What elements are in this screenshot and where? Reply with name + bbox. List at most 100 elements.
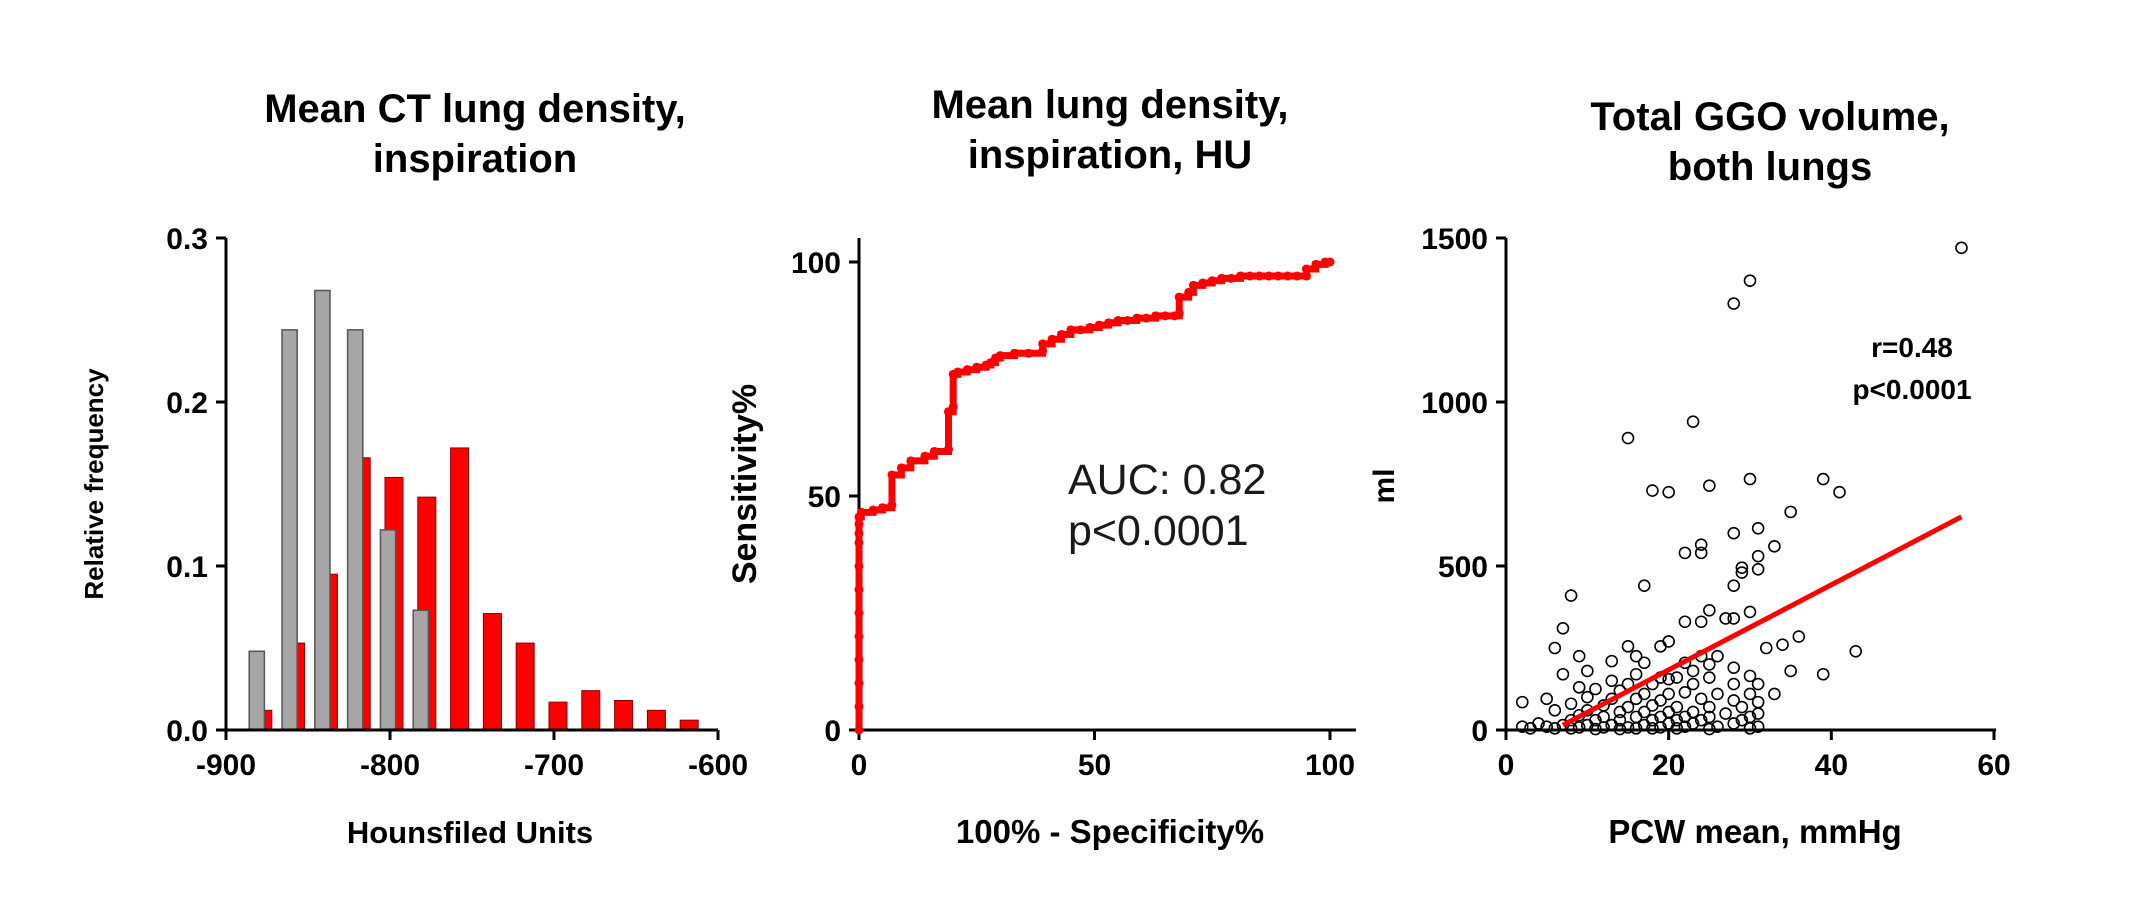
scatter-point xyxy=(1515,720,1529,734)
histogram-x-ticks: -900 -800 -700 -600 xyxy=(196,730,748,782)
histogram-y-tick-label: 0.0 xyxy=(166,715,208,748)
scatter-point xyxy=(1694,615,1708,629)
scatter-point xyxy=(1678,710,1692,724)
scatter-point xyxy=(1751,720,1765,734)
roc-point xyxy=(1094,320,1104,330)
histogram-bar-red xyxy=(646,709,666,731)
roc-point xyxy=(854,538,864,548)
histogram-x-tick-label: -900 xyxy=(196,749,256,782)
scatter-point xyxy=(1686,415,1700,428)
roc-point xyxy=(854,678,864,688)
scatter-point xyxy=(1646,722,1659,735)
roc-point xyxy=(995,351,1005,361)
scatter-point xyxy=(1621,640,1635,653)
scatter-points xyxy=(1515,241,1968,736)
scatter-point xyxy=(1678,720,1692,734)
scatter-x-ticks: 0 20 40 60 xyxy=(1498,730,2011,782)
roc-point xyxy=(1245,271,1255,281)
roc-point xyxy=(1264,271,1274,281)
scatter-point xyxy=(1694,546,1708,560)
scatter-point xyxy=(1670,700,1684,714)
roc-point xyxy=(1174,292,1184,302)
scatter-point xyxy=(1703,700,1716,714)
scatter-point xyxy=(1703,710,1716,724)
roc-point xyxy=(1207,276,1217,286)
scatter-point xyxy=(1735,561,1749,574)
scatter-point xyxy=(1743,605,1757,619)
scatter-point xyxy=(1727,717,1741,730)
histogram-bar-red xyxy=(581,690,601,731)
scatter-point xyxy=(1849,644,1863,658)
histogram-bar-gray xyxy=(248,650,266,731)
scatter-point xyxy=(1589,682,1602,696)
scatter-point xyxy=(1792,630,1806,643)
scatter-point xyxy=(1637,656,1651,670)
roc-point xyxy=(1009,348,1019,358)
roc-point xyxy=(1301,264,1311,274)
roc-point xyxy=(1075,325,1085,335)
histogram-y-ticks: 0.0 0.1 0.2 0.3 xyxy=(166,223,226,748)
roc-point xyxy=(1325,257,1335,267)
scatter-point xyxy=(1727,677,1741,691)
scatter-point xyxy=(1629,649,1643,663)
scatter-title-line-1: Total GGO volume, xyxy=(1590,95,1949,139)
roc-point xyxy=(1273,271,1283,281)
scatter-point xyxy=(1629,692,1643,706)
roc-point xyxy=(1174,308,1184,318)
scatter-point xyxy=(1955,241,1968,255)
roc-point xyxy=(929,447,939,457)
scatter-point xyxy=(1768,687,1781,701)
scatter-point xyxy=(1751,677,1765,691)
roc-y-axis-label: Sensitivity% xyxy=(726,384,764,584)
scatter-point xyxy=(1751,695,1765,709)
roc-point xyxy=(1301,271,1311,281)
scatter-point xyxy=(1637,718,1651,732)
regression-line xyxy=(1561,514,1963,728)
scatter-point xyxy=(1719,612,1732,625)
roc-point xyxy=(1085,323,1095,333)
scatter-point xyxy=(1654,694,1667,707)
scatter-title-line-2: both lungs xyxy=(1668,145,1872,189)
histogram-y-tick-label: 0.1 xyxy=(166,551,208,584)
histogram-bar-gray xyxy=(314,289,331,731)
scatter-point xyxy=(1540,720,1553,734)
roc-x-ticks: 0 50 100 xyxy=(851,730,1355,782)
scatter-y-tick-label: 500 xyxy=(1438,551,1488,584)
scatter-point xyxy=(1703,722,1716,736)
scatter-point xyxy=(1654,721,1667,734)
scatter-point xyxy=(1686,717,1700,730)
roc-point xyxy=(896,463,906,473)
scatter-y-tick-label: 1000 xyxy=(1421,387,1488,420)
scatter-y-ticks: 0 500 1000 1500 xyxy=(1421,223,1506,748)
roc-point xyxy=(1122,316,1132,325)
roc-point xyxy=(943,444,953,454)
scatter-point xyxy=(1727,661,1741,674)
roc-point xyxy=(1217,273,1227,283)
scatter-point xyxy=(1581,664,1594,678)
histogram-y-axis-label: Relative frequency xyxy=(79,368,109,600)
scatter-point xyxy=(1727,579,1741,592)
scatter-point xyxy=(1654,640,1667,653)
scatter-point xyxy=(1711,649,1724,663)
scatter-point xyxy=(1662,485,1675,499)
scatter-point xyxy=(1816,472,1830,486)
roc-point xyxy=(887,500,897,510)
histogram-y-tick-label: 0.2 xyxy=(166,387,208,420)
scatter-point xyxy=(1727,526,1741,540)
scatter-point xyxy=(1670,713,1684,727)
scatter-x-tick-label: 0 xyxy=(1498,749,1515,782)
scatter-point xyxy=(1784,505,1797,519)
histogram-bar-gray xyxy=(281,329,298,731)
scatter-point xyxy=(1572,649,1586,663)
scatter-x-tick-label: 20 xyxy=(1652,749,1685,782)
scatter-y-axis-label: ml xyxy=(1368,468,1401,503)
roc-point xyxy=(868,505,878,515)
scatter-point xyxy=(1727,694,1741,707)
roc-point xyxy=(948,402,958,412)
scatter-point xyxy=(1735,713,1749,727)
roc-point xyxy=(1188,280,1198,290)
scatter-point xyxy=(1670,722,1684,735)
scatter-point xyxy=(1548,704,1562,717)
scatter-point xyxy=(1751,549,1765,563)
histogram-bar-red xyxy=(450,447,470,731)
